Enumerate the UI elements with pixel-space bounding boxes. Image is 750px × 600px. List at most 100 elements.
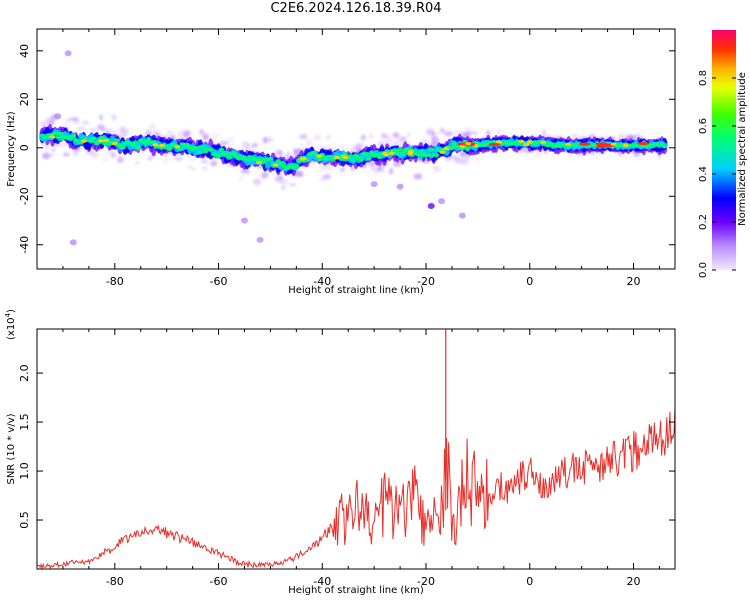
spectrogram-outlier <box>427 202 435 209</box>
spectrogram-xtick-label: -20 <box>417 275 435 288</box>
spectrogram-hotspot <box>81 139 88 143</box>
spectrogram-blob <box>360 134 366 141</box>
spectrogram-blob <box>474 157 481 162</box>
snr-multiplier: (x104) <box>4 309 17 340</box>
spectrogram-band-cell <box>218 147 224 152</box>
spectrogram-blob <box>99 114 104 121</box>
spectrogram-blob <box>318 164 328 170</box>
colorbar-tick-label: 0.2 <box>698 214 709 230</box>
colorbar-gradient <box>712 30 736 270</box>
spectrogram-band-cell <box>70 134 77 139</box>
spectrogram-blob <box>406 131 411 137</box>
spectrogram-hotspot <box>595 142 608 146</box>
spectrogram-hotspot <box>622 143 629 148</box>
spectrogram-blob <box>187 164 193 169</box>
spectrogram-core <box>39 123 668 176</box>
spectrogram-band-cell <box>99 135 105 140</box>
spectrogram-xtick-label: 20 <box>627 275 641 288</box>
spectrogram-band-cell <box>428 147 435 152</box>
spectrogram-blob <box>294 148 302 152</box>
spectrogram-blob <box>48 153 54 157</box>
spectrogram-band-cell <box>197 150 204 155</box>
spectrogram-blob <box>453 156 461 162</box>
spectrogram-xtick-label: 0 <box>526 275 533 288</box>
spectrogram-hotspot <box>159 143 166 148</box>
spectrogram-blob <box>459 158 469 165</box>
spectrogram-hotspot <box>610 142 617 146</box>
spectrogram-blob <box>305 140 313 146</box>
spectrogram-band-cell <box>363 151 370 156</box>
spectrogram-band-cell <box>415 152 422 157</box>
spectrogram-band-cell <box>399 150 406 156</box>
spectrogram-outlier <box>370 181 378 188</box>
snr-frame <box>36 328 676 570</box>
spectrogram-hotspot <box>488 142 501 147</box>
spectrogram-band-cell <box>215 153 222 158</box>
spectrogram-hotspot <box>465 142 472 146</box>
spectrogram-blob <box>322 174 331 180</box>
spectrogram-blob <box>200 160 209 164</box>
spectrogram-band-cell <box>293 163 300 169</box>
spectrogram-xlabel: Height of straight line (km) <box>288 285 424 296</box>
spectrogram-blob <box>210 160 218 167</box>
spectrogram-blob <box>73 116 80 124</box>
spectrogram-ylabel: Frequency (Hz) <box>6 111 17 187</box>
spectrogram-hotspot <box>97 139 104 143</box>
spectrogram-blob <box>274 149 281 155</box>
spectrogram-hotspot <box>383 153 390 157</box>
spectrogram-frame <box>36 28 676 270</box>
spectrogram-blob <box>380 132 386 139</box>
spectrogram-band-cell <box>350 158 357 162</box>
spectrogram-blob <box>111 113 117 121</box>
spectrogram-blob <box>76 126 85 132</box>
spectrogram-blob <box>318 143 323 148</box>
snr-multiplier-base: (x10 <box>6 317 17 340</box>
spectrogram-blob <box>191 167 196 172</box>
spectrogram-hotspot <box>152 143 159 147</box>
snr-multiplier-exp: 4 <box>4 312 12 317</box>
spectrogram-hotspot <box>316 154 323 158</box>
spectrogram-band-cell <box>280 163 287 168</box>
spectrogram-band-cell <box>311 150 318 155</box>
spectrogram-ytick-label: -20 <box>18 187 31 205</box>
snr-axes: -80 -60 -40 -20 0 20 0.5 1.0 1.5 2.0 <box>18 329 675 588</box>
spectrogram-band-cell <box>265 162 271 169</box>
spectrogram-band-cell <box>166 146 173 151</box>
spectrogram-hotspot <box>299 157 306 161</box>
snr-xlabel: Height of straight line (km) <box>288 585 424 596</box>
spectrogram-blob <box>339 167 346 172</box>
snr-xtick-label: -80 <box>106 575 124 588</box>
spectrogram-blob <box>389 167 394 175</box>
spectrogram-blob <box>210 132 219 140</box>
spectrogram-blob <box>319 178 325 182</box>
spectrogram-blob <box>485 130 491 136</box>
spectrogram-blob <box>378 166 385 173</box>
snr-xtick-label: 0 <box>526 575 533 588</box>
spectrogram-blob <box>147 156 153 161</box>
snr-ytick-label: 0.5 <box>18 511 31 529</box>
spectrogram-hotspot <box>342 155 349 160</box>
spectrogram-blob <box>392 132 400 138</box>
spectrogram-blob <box>202 133 210 141</box>
spectrogram-outlier <box>396 183 404 190</box>
spectrogram-blob <box>413 173 423 180</box>
spectrogram-blob <box>299 134 308 140</box>
spectrogram-band-cell <box>140 139 147 143</box>
spectrogram-blob <box>191 157 197 162</box>
chart-title: C2E6.2024.126.18.39.R04 <box>270 1 442 16</box>
spectrogram-blob <box>463 154 471 160</box>
spectrogram-ytick-label: 20 <box>18 92 31 106</box>
spectrogram-band-cell <box>101 141 108 146</box>
spectrogram-band-cell <box>194 146 201 150</box>
spectrogram-band-cell <box>376 154 383 160</box>
spectrogram-hotspot <box>272 163 279 167</box>
spectrogram-band-cell <box>366 156 372 161</box>
spectrogram-band-cell <box>226 155 232 160</box>
spectrogram-xtick-label: -40 <box>313 275 331 288</box>
spectrogram-blob <box>421 139 429 144</box>
spectrogram-hotspot <box>540 140 547 144</box>
snr-panel: -80 -60 -40 -20 0 20 0.5 1.0 1.5 2.0 SNR (10 * v/… <box>4 309 676 596</box>
spectrogram-outlier <box>240 217 248 224</box>
spectrogram-band-cell <box>143 141 149 145</box>
